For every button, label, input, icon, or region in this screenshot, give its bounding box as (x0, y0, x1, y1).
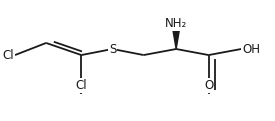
Text: O: O (204, 79, 213, 92)
Text: OH: OH (243, 42, 260, 56)
Text: NH₂: NH₂ (165, 17, 187, 30)
Text: Cl: Cl (76, 79, 87, 92)
Text: S: S (109, 42, 116, 56)
Polygon shape (171, 17, 182, 49)
Text: Cl: Cl (2, 49, 14, 62)
